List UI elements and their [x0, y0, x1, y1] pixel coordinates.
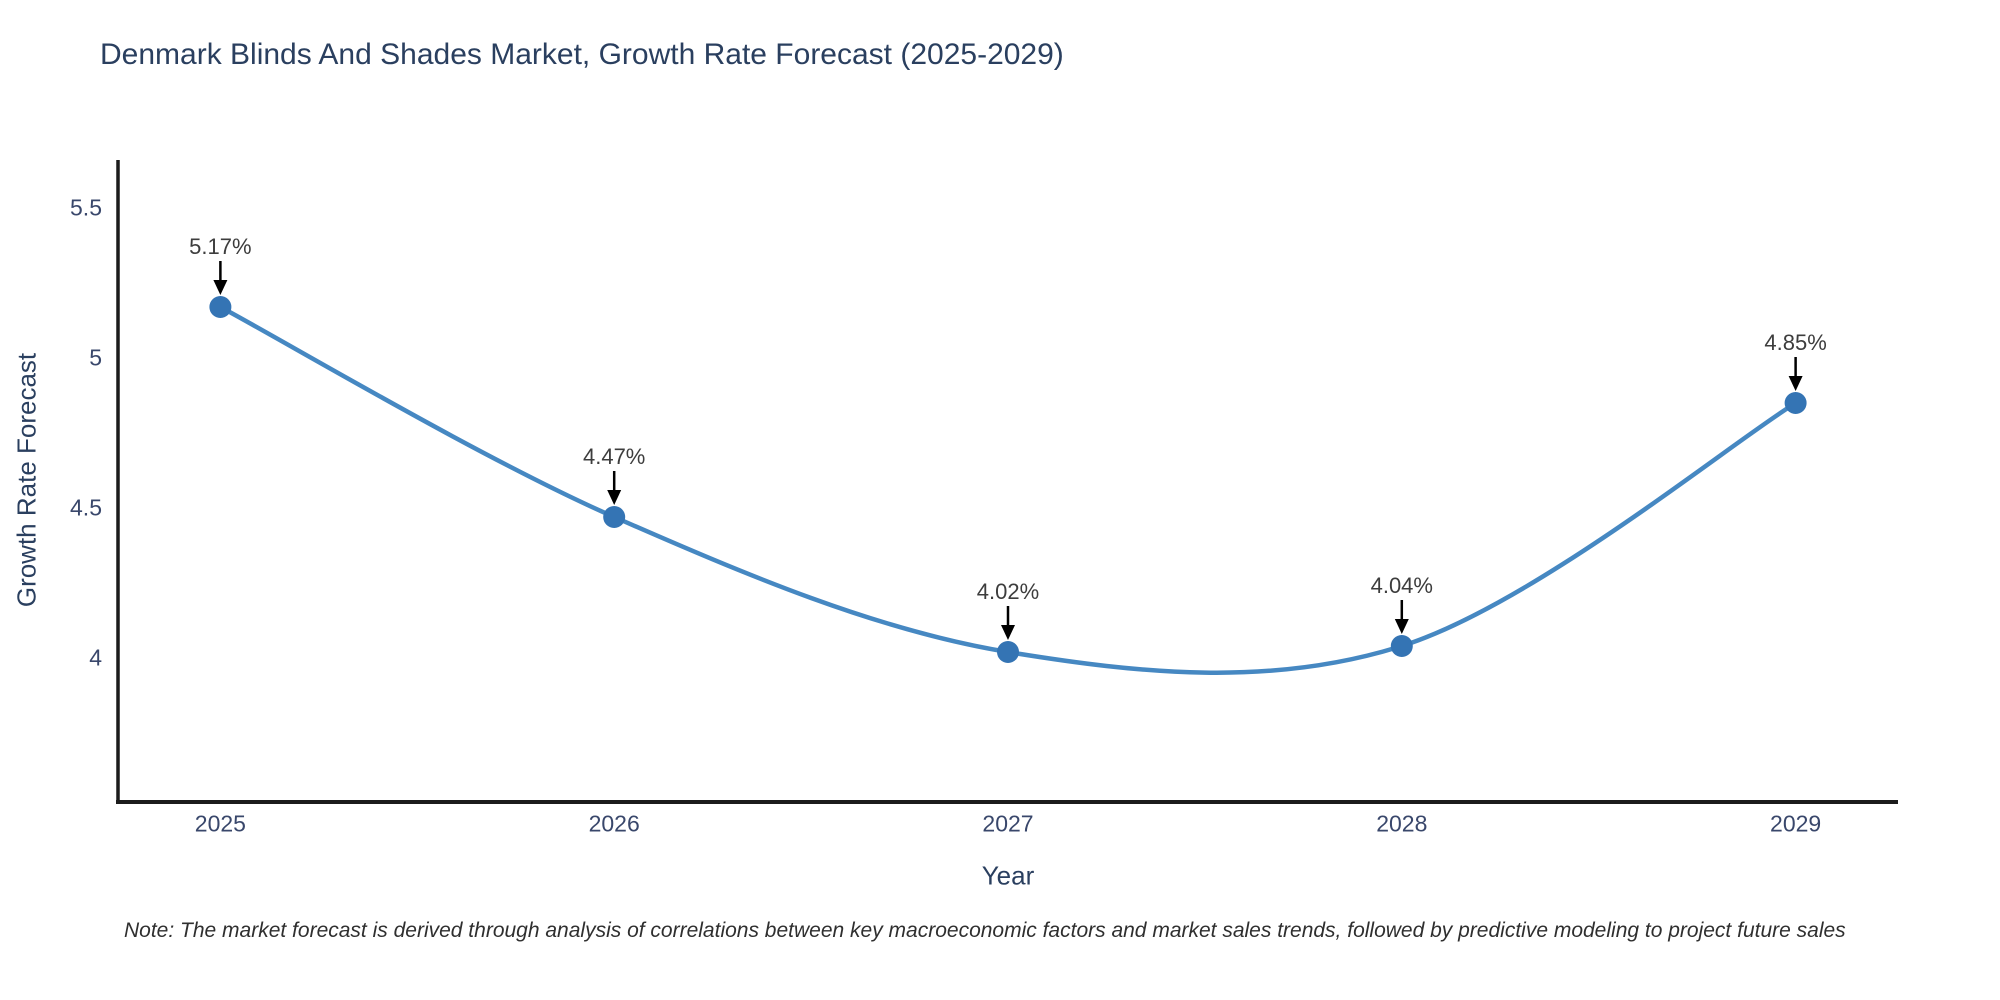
data-point-label: 4.47% — [582, 444, 646, 469]
data-point-marker — [209, 296, 232, 318]
data-point-label: 5.17% — [189, 234, 252, 259]
y-axis-title: Growth Rate Forecast — [11, 352, 42, 608]
x-tick-label: 2029 — [1770, 810, 1822, 837]
annotation-arrowhead — [1001, 625, 1015, 640]
chart-title: Denmark Blinds And Shades Market, Growth… — [100, 38, 1064, 71]
annotation-arrowhead — [213, 280, 228, 295]
data-point-label: 4.04% — [1370, 573, 1433, 598]
x-tick-label: 2026 — [588, 810, 640, 837]
data-point-marker — [1784, 392, 1807, 414]
x-axis-title: Year — [981, 860, 1035, 891]
annotation-arrowhead — [1394, 619, 1409, 634]
y-tick-label: 5 — [89, 344, 102, 371]
footnote: Note: The market forecast is derived thr… — [124, 919, 1846, 942]
data-point-marker — [997, 641, 1019, 663]
x-tick-label: 2027 — [982, 810, 1034, 837]
annotation-arrowhead — [1788, 376, 1803, 391]
y-tick-label: 5.5 — [70, 194, 102, 221]
x-tick-label: 2025 — [194, 810, 246, 837]
data-point-marker — [603, 506, 626, 528]
data-point-marker — [1390, 635, 1413, 657]
annotation-arrowhead — [607, 490, 622, 505]
data-point-label: 4.85% — [1764, 330, 1827, 355]
y-tick-label: 4.5 — [70, 494, 102, 521]
data-point-label: 4.02% — [976, 579, 1040, 604]
y-tick-label: 4 — [89, 644, 102, 671]
x-tick-label: 2028 — [1376, 810, 1428, 837]
